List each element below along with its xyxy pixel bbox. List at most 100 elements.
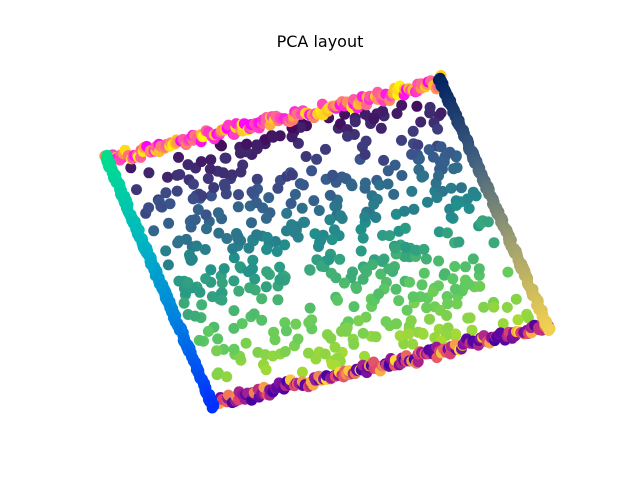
scatter-point — [228, 305, 240, 317]
scatter-point — [194, 286, 206, 298]
scatter-point — [407, 291, 419, 303]
scatter-point — [439, 268, 451, 280]
scatter-point — [232, 201, 244, 213]
scatter-point — [377, 105, 389, 117]
scatter-point — [450, 328, 462, 340]
scatter-point — [309, 228, 321, 240]
scatter-point — [303, 347, 314, 359]
scatter-point — [396, 99, 408, 111]
scatter-point — [243, 242, 255, 254]
scatter-point — [353, 315, 365, 327]
scatter-point — [390, 318, 402, 330]
scatter-point — [173, 151, 184, 163]
scatter-point — [251, 139, 263, 151]
scatter-point — [228, 343, 240, 355]
scatter-point — [474, 280, 486, 292]
scatter-point — [216, 277, 228, 289]
scatter-point — [404, 276, 415, 288]
scatter-point — [200, 273, 212, 285]
scatter-point — [268, 326, 280, 338]
scatter-point — [488, 301, 500, 313]
scatter-point — [148, 225, 160, 237]
scatter-point — [241, 138, 253, 150]
scatter-point — [351, 283, 362, 294]
scatter-point — [359, 177, 371, 189]
scatter-point — [260, 281, 272, 293]
scatter-point — [330, 272, 342, 284]
scatter-point — [160, 187, 172, 199]
scatter-point — [396, 170, 408, 181]
scatter-point — [296, 366, 308, 378]
scatter-point — [348, 338, 360, 350]
scatter-point — [388, 188, 400, 200]
scatter-point — [378, 154, 390, 166]
scatter-point — [271, 246, 283, 257]
scatter-point — [193, 334, 205, 346]
scatter-point — [427, 286, 439, 297]
scatter-point — [418, 170, 430, 182]
scatter-point — [336, 325, 347, 337]
scatter-point — [303, 317, 315, 328]
scatter-point — [187, 193, 199, 205]
scatter-point — [401, 304, 413, 316]
scatter-point — [399, 222, 411, 234]
scatter-point — [389, 159, 401, 171]
scatter-point — [205, 190, 217, 202]
scatter-point — [355, 224, 367, 235]
scatter-point — [434, 304, 446, 316]
scatter-point — [256, 293, 268, 305]
scatter-point — [316, 260, 328, 272]
scatter-point — [328, 224, 340, 236]
scatter-point — [421, 302, 433, 314]
scatter-point — [383, 263, 395, 275]
scatter-point — [184, 249, 195, 261]
scatter-point — [196, 190, 208, 202]
scatter-point — [216, 294, 228, 306]
scatter-point — [448, 163, 460, 175]
scatter-point — [373, 288, 385, 300]
scatter-point — [178, 297, 190, 309]
scatter-point — [182, 277, 194, 289]
scatter-point — [418, 267, 430, 279]
scatter-point — [196, 299, 208, 311]
scatter-point — [244, 282, 256, 294]
scatter-point — [357, 327, 369, 339]
scatter-point — [298, 216, 309, 228]
scatter-point — [433, 323, 445, 335]
scatter-point — [406, 148, 418, 160]
scatter-point — [442, 298, 454, 310]
scatter-point — [279, 317, 291, 329]
scatter-point — [347, 266, 359, 278]
scatter-point — [195, 156, 207, 168]
scatter-point — [399, 251, 410, 262]
scatter-point — [173, 235, 185, 247]
scatter-point — [308, 195, 320, 207]
scatter-point — [201, 223, 212, 235]
scatter-point — [189, 310, 201, 322]
scatter-point — [357, 273, 369, 285]
scatter-point — [304, 264, 316, 276]
scatter-point — [155, 201, 167, 212]
scatter-point — [311, 153, 323, 165]
scatter-point — [376, 256, 388, 267]
bottom-band-point — [412, 356, 424, 368]
scatter-point — [272, 294, 284, 306]
scatter-point — [420, 253, 432, 265]
scatter-point — [246, 217, 257, 229]
scatter-point — [236, 318, 248, 330]
scatter-point — [212, 333, 224, 345]
scatter-point — [522, 312, 534, 324]
scatter-point — [248, 308, 260, 320]
scatter-point — [359, 149, 371, 160]
scatter-point — [261, 266, 273, 278]
scatter-point — [411, 100, 423, 112]
scatter-point — [445, 211, 457, 223]
scatter-point — [221, 371, 233, 383]
scatter-point — [399, 241, 411, 253]
scatter-point — [408, 203, 420, 215]
scatter-point — [274, 274, 286, 286]
scatter-point — [274, 261, 286, 273]
scatter-point — [272, 182, 284, 194]
scatter-point — [232, 232, 244, 244]
scatter-point — [368, 113, 380, 125]
